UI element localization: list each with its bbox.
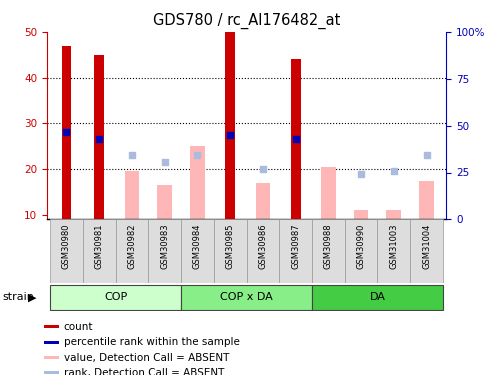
Point — [128, 152, 136, 158]
Bar — [157, 185, 172, 219]
Point — [193, 152, 201, 158]
Point — [357, 171, 365, 177]
Point — [259, 166, 267, 172]
Bar — [44, 356, 59, 359]
Bar — [378, 219, 410, 283]
Bar — [190, 146, 205, 219]
Bar — [50, 285, 181, 310]
Text: COP: COP — [104, 292, 127, 302]
Bar — [419, 180, 434, 219]
Point — [95, 136, 103, 142]
Bar — [50, 219, 83, 283]
Bar — [148, 219, 181, 283]
Bar — [387, 210, 401, 219]
Bar — [44, 325, 59, 328]
Text: COP x DA: COP x DA — [220, 292, 273, 302]
Text: percentile rank within the sample: percentile rank within the sample — [64, 337, 240, 347]
Bar — [321, 167, 336, 219]
Text: GSM30980: GSM30980 — [62, 224, 71, 269]
Point — [63, 129, 70, 135]
Bar — [181, 219, 214, 283]
Text: GSM31004: GSM31004 — [422, 224, 431, 269]
Text: GDS780 / rc_AI176482_at: GDS780 / rc_AI176482_at — [153, 13, 340, 29]
Text: count: count — [64, 322, 93, 332]
Text: GSM31003: GSM31003 — [389, 224, 398, 269]
Text: GSM30985: GSM30985 — [226, 224, 235, 269]
Bar — [94, 55, 104, 219]
Point — [292, 136, 300, 142]
Text: rank, Detection Call = ABSENT: rank, Detection Call = ABSENT — [64, 368, 224, 375]
Text: GSM30987: GSM30987 — [291, 224, 300, 270]
Bar — [279, 219, 312, 283]
Point — [226, 132, 234, 138]
Bar — [353, 210, 368, 219]
Bar — [312, 219, 345, 283]
Bar — [115, 219, 148, 283]
Text: value, Detection Call = ABSENT: value, Detection Call = ABSENT — [64, 353, 229, 363]
Bar — [255, 183, 270, 219]
Bar — [62, 46, 71, 219]
Bar — [125, 171, 140, 219]
Bar — [410, 219, 443, 283]
Text: GSM30990: GSM30990 — [356, 224, 366, 269]
Bar — [246, 219, 279, 283]
Text: GSM30986: GSM30986 — [258, 224, 267, 270]
Text: ▶: ▶ — [28, 292, 36, 302]
Point — [423, 152, 430, 158]
Bar — [291, 59, 301, 219]
Bar — [44, 371, 59, 374]
Bar — [312, 285, 443, 310]
Text: GSM30981: GSM30981 — [95, 224, 104, 269]
Bar — [345, 219, 378, 283]
Text: DA: DA — [369, 292, 386, 302]
Point — [161, 159, 169, 165]
Bar — [225, 32, 235, 219]
Bar — [83, 219, 115, 283]
Point — [390, 168, 398, 174]
Bar — [181, 285, 312, 310]
Bar — [44, 340, 59, 344]
Text: GSM30984: GSM30984 — [193, 224, 202, 269]
Text: GSM30988: GSM30988 — [324, 224, 333, 270]
Text: strain: strain — [2, 292, 35, 302]
Bar — [214, 219, 246, 283]
Text: GSM30982: GSM30982 — [127, 224, 137, 269]
Text: GSM30983: GSM30983 — [160, 224, 169, 270]
